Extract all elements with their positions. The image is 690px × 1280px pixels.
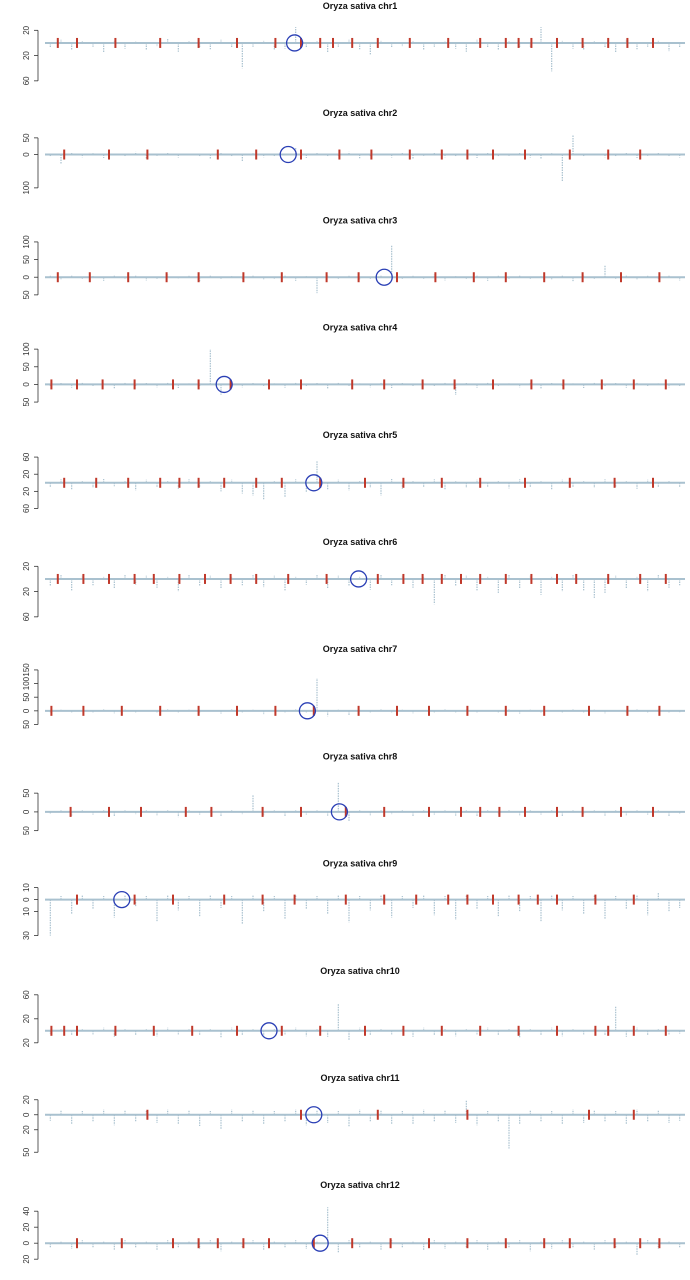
panel-title: Oryza sativa chr9	[323, 859, 398, 869]
y-tick-label: 50	[22, 362, 31, 371]
circle-marker	[305, 1106, 323, 1124]
y-tick-label: 20	[22, 25, 31, 34]
y-tick-label: 60	[22, 504, 31, 513]
y-tick-label: 20	[22, 1222, 31, 1231]
y-tick-label: 50	[22, 1147, 31, 1156]
y-tick-label: 10	[22, 907, 31, 916]
panel: Oryza sativa chr6 20 20 60	[22, 537, 685, 621]
y-tick-label: 60	[22, 990, 31, 999]
y-tick-label: 20	[22, 561, 31, 570]
y-tick-label: 20	[22, 1014, 31, 1023]
y-tick-label: 0	[22, 708, 31, 713]
panel: Oryza sativa chr8 50 0 50	[22, 751, 685, 835]
y-tick-label: 0	[22, 1112, 31, 1117]
y-tick-label: 150	[22, 663, 31, 677]
y-tick-label: 60	[22, 612, 31, 621]
panel: Oryza sativa chr2 50 0 100	[22, 108, 685, 195]
y-tick-label: 100	[22, 181, 31, 195]
y-tick-label: 0	[22, 152, 31, 157]
panel-title: Oryza sativa chr10	[320, 966, 400, 976]
y-tick-label: 100	[22, 235, 31, 249]
y-tick-label: 0	[22, 1240, 31, 1245]
y-tick-label: 50	[22, 133, 31, 142]
circle-marker	[215, 375, 233, 394]
panel: Oryza sativa chr5 60 20 20 60	[22, 430, 685, 513]
y-tick-label: 0	[22, 382, 31, 387]
circle-marker	[113, 890, 131, 909]
y-tick-label: 20	[22, 486, 31, 495]
circle-marker	[279, 145, 297, 164]
panel-title: Oryza sativa chr7	[323, 644, 398, 654]
y-tick-label: 20	[22, 51, 31, 60]
y-tick-label: 100	[22, 676, 31, 690]
y-tick-label: 60	[22, 452, 31, 461]
circle-marker	[298, 702, 317, 720]
panel: Oryza sativa chr12 40 20 0 20	[22, 1180, 685, 1264]
panel: Oryza sativa chr10 60 20 20	[22, 966, 685, 1047]
panel-title: Oryza sativa chr12	[320, 1180, 400, 1190]
y-tick-label: 50	[22, 692, 31, 701]
y-tick-label: 50	[22, 719, 31, 728]
y-tick-label: 30	[22, 931, 31, 940]
panel-title: Oryza sativa chr4	[323, 323, 398, 333]
panel-title: Oryza sativa chr2	[323, 108, 398, 118]
y-tick-label: 50	[22, 826, 31, 835]
y-tick-label: 20	[22, 469, 31, 478]
circle-marker	[311, 1234, 329, 1252]
panel: Oryza sativa chr9 10 0 10 30	[22, 859, 685, 940]
panel-title: Oryza sativa chr6	[323, 537, 398, 547]
y-tick-label: 0	[22, 274, 31, 279]
panel-title: Oryza sativa chr5	[323, 430, 398, 440]
y-tick-label: 20	[22, 1038, 31, 1047]
y-tick-label: 20	[22, 1254, 31, 1263]
panel-title: Oryza sativa chr11	[320, 1073, 399, 1083]
y-tick-label: 50	[22, 255, 31, 264]
panel: Oryza sativa chr1 20 20 60	[22, 1, 685, 85]
circle-marker	[260, 1022, 278, 1040]
panel: Oryza sativa chr4 100 50 0 50	[22, 323, 685, 407]
y-tick-label: 20	[22, 1095, 31, 1104]
y-tick-label: 10	[22, 883, 31, 892]
y-tick-label: 0	[22, 809, 31, 814]
y-tick-label: 20	[22, 1125, 31, 1134]
y-tick-label: 0	[22, 897, 31, 902]
panel: Oryza sativa chr3 100 50 0 50	[22, 215, 685, 299]
circle-marker	[375, 268, 393, 286]
y-tick-label: 40	[22, 1206, 31, 1215]
panel-title: Oryza sativa chr8	[323, 751, 398, 761]
panel-title: Oryza sativa chr3	[323, 215, 398, 225]
y-tick-label: 100	[22, 342, 31, 356]
panel: Oryza sativa chr11 20 0 20 50	[22, 1073, 685, 1157]
y-tick-label: 50	[22, 290, 31, 299]
y-tick-label: 20	[22, 587, 31, 596]
circle-marker	[305, 474, 323, 492]
y-tick-label: 60	[22, 76, 31, 85]
panel-title: Oryza sativa chr1	[323, 1, 398, 11]
y-tick-label: 50	[22, 397, 31, 406]
y-tick-label: 50	[22, 788, 31, 797]
circle-marker	[349, 570, 368, 588]
circle-marker	[285, 34, 304, 52]
circle-marker	[330, 803, 349, 821]
